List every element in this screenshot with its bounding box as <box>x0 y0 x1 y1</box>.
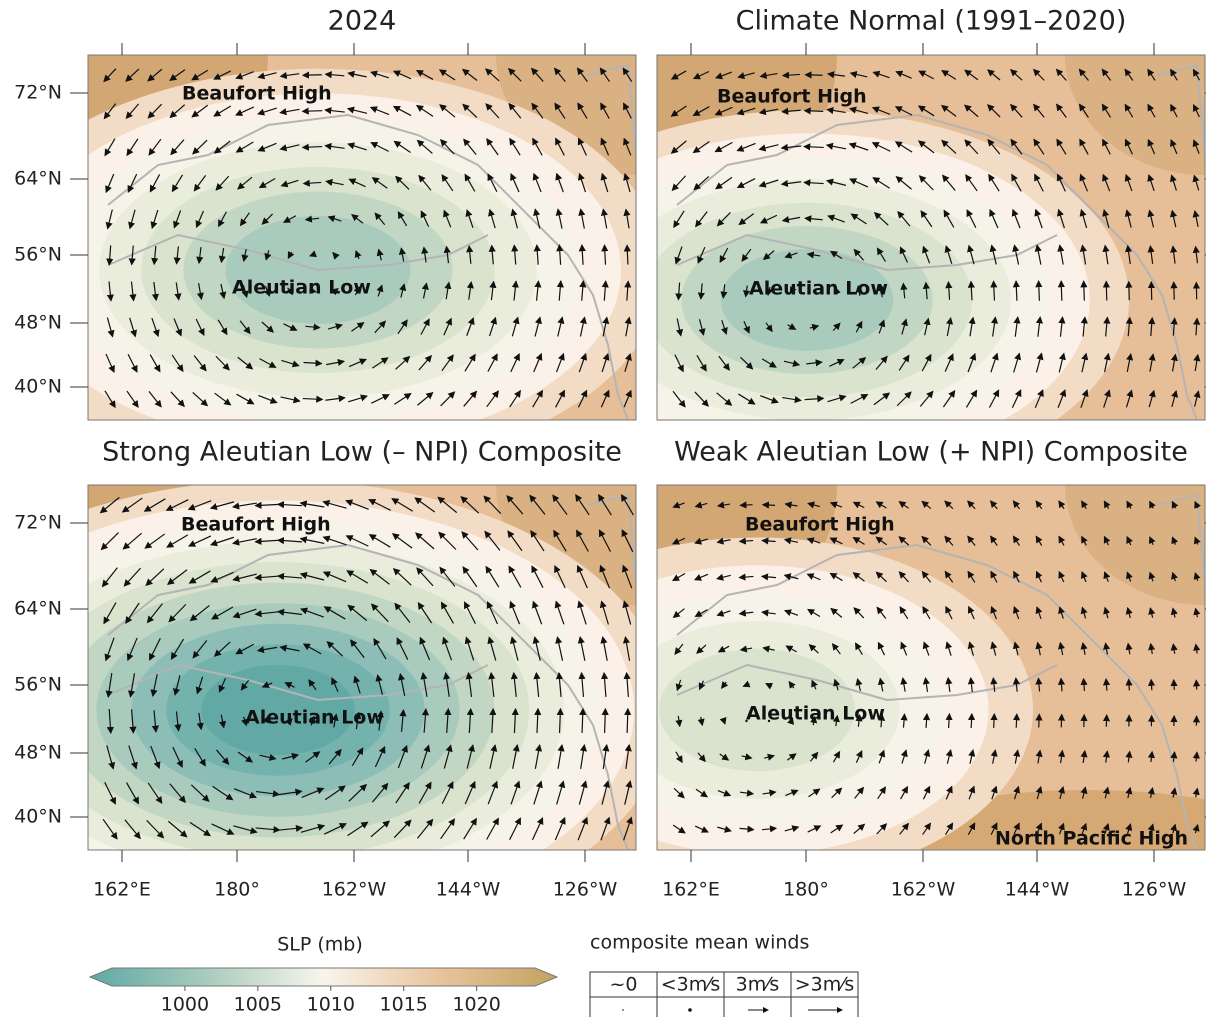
wind-vector <box>1174 680 1175 690</box>
lon-label: 162°W <box>322 879 387 901</box>
legend-column: ~0 <box>609 974 637 996</box>
wind-vector <box>1039 714 1040 727</box>
colorbar-label: 1020 <box>452 994 500 1016</box>
wind-vector <box>763 505 775 506</box>
wind-vector <box>1016 714 1017 727</box>
colorbar-label: 1010 <box>307 994 355 1016</box>
lon-label: 180° <box>783 879 829 901</box>
wind-vector <box>627 709 628 733</box>
panel-title: 2024 <box>328 6 397 37</box>
region-label: Aleutian Low <box>232 277 371 299</box>
wind-vector <box>1129 282 1130 300</box>
legend-glyph <box>622 1009 624 1011</box>
wind-vector <box>740 505 752 506</box>
region-label: Beaufort High <box>717 86 867 108</box>
wind-vector <box>1196 680 1197 689</box>
legend-column: >3m⁄s <box>795 974 855 996</box>
lat-label: 72°N <box>14 82 62 104</box>
wind-vector <box>1129 680 1130 691</box>
lon-label: 144°W <box>1005 879 1070 901</box>
lon-label: 162°W <box>891 879 956 901</box>
lat-label: 64°N <box>14 168 62 190</box>
colorbar <box>90 968 557 986</box>
region-label: North Pacific High <box>995 828 1188 850</box>
legend-column: <3m⁄s <box>661 974 721 996</box>
wind-vector <box>1016 281 1017 300</box>
lat-label: 48°N <box>14 742 62 764</box>
wind-vector <box>1061 281 1062 301</box>
lon-label: 162°E <box>93 879 151 901</box>
wind-vector <box>994 714 995 728</box>
lat-label: 56°N <box>14 244 62 266</box>
region-label: Aleutian Low <box>746 703 885 725</box>
colorbar-title: SLP (mb) <box>277 934 363 956</box>
lat-label: 56°N <box>14 674 62 696</box>
colorbar-label: 1005 <box>234 994 282 1016</box>
wind-vector <box>303 75 322 76</box>
wind-vector <box>1084 281 1085 300</box>
wind-vector <box>303 111 323 112</box>
legend-glyph <box>688 1008 692 1012</box>
region-label: Beaufort High <box>181 514 331 536</box>
lon-label: 180° <box>214 879 260 901</box>
lat-label: 40°N <box>14 806 62 828</box>
lon-label: 126°W <box>553 879 618 901</box>
region-label: Beaufort High <box>745 514 895 536</box>
wind-vector <box>303 399 322 400</box>
panel-title: Weak Aleutian Low (+ NPI) Composite <box>674 437 1188 468</box>
lon-label: 162°E <box>662 879 720 901</box>
wind-vector <box>1039 281 1040 301</box>
lat-label: 40°N <box>14 376 62 398</box>
region-label: Aleutian Low <box>749 278 888 300</box>
wind-vector <box>971 714 972 728</box>
panel-title: Climate Normal (1991–2020) <box>736 6 1127 37</box>
colorbar-label: 1000 <box>161 994 209 1016</box>
wind-vector <box>605 709 606 733</box>
wind-vector <box>1106 679 1107 690</box>
legend-title: composite mean winds <box>590 932 809 954</box>
region-label: Aleutian Low <box>245 707 384 729</box>
wind-vector <box>949 714 950 728</box>
lon-label: 144°W <box>436 879 501 901</box>
wind-vector <box>1106 282 1107 301</box>
lat-label: 64°N <box>14 598 62 620</box>
lon-label: 126°W <box>1122 879 1187 901</box>
wind-vector <box>806 75 823 76</box>
colorbar-label: 1015 <box>380 994 428 1016</box>
panel-title: Strong Aleutian Low (– NPI) Composite <box>102 437 622 468</box>
wind-vector <box>740 541 753 542</box>
figure: 2024 Beaufort High Aleutian Low Climate Nor… <box>0 0 1206 1017</box>
wind-vector <box>805 111 824 112</box>
legend-column: 3m⁄s <box>736 974 780 996</box>
lat-label: 48°N <box>14 312 62 334</box>
lat-label: 72°N <box>14 512 62 534</box>
wind-vector <box>1151 680 1152 690</box>
region-label: Beaufort High <box>182 83 332 105</box>
